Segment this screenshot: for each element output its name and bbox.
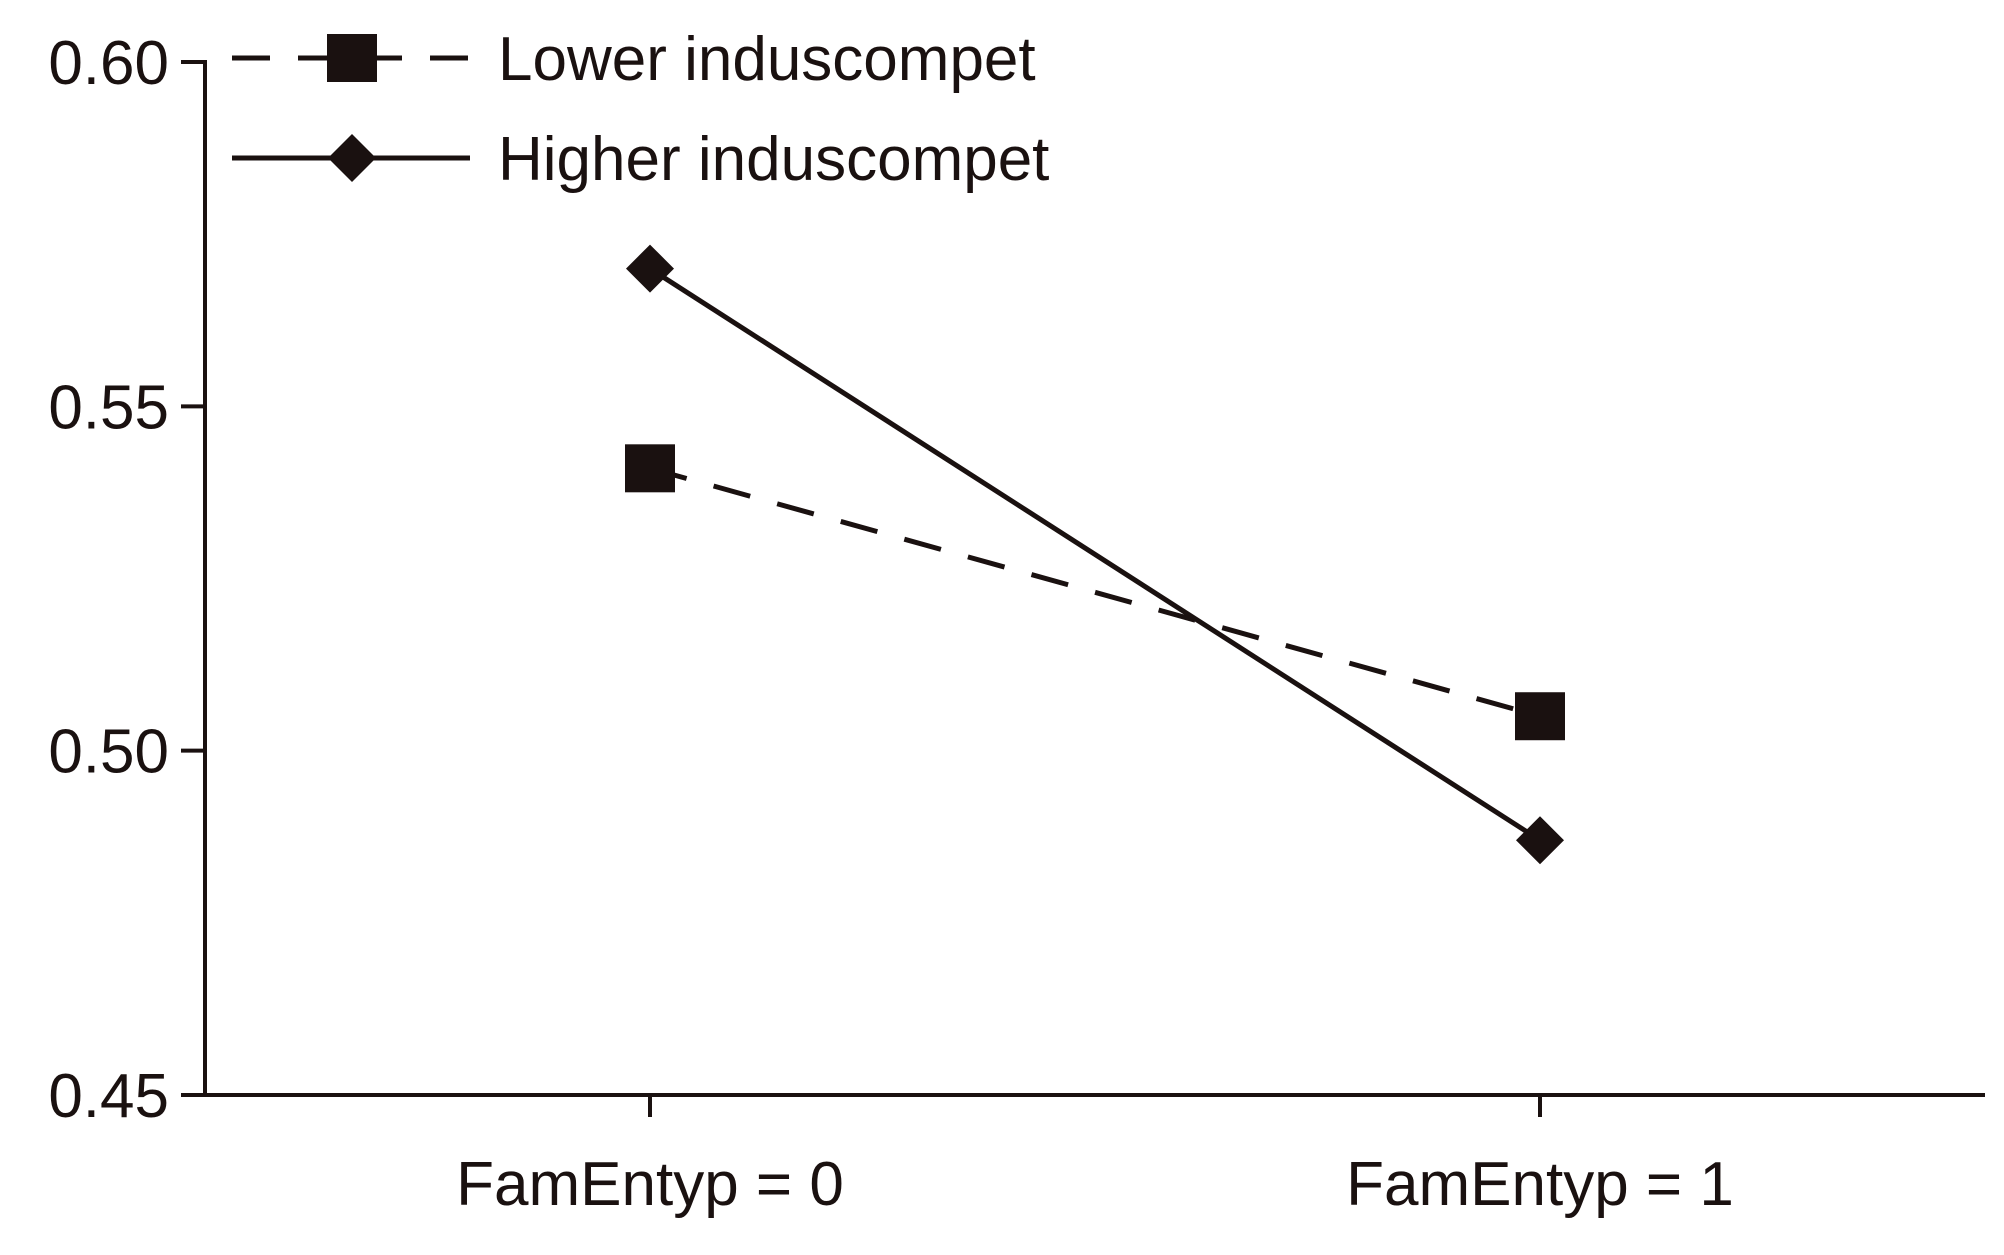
legend-label: Higher induscompet	[498, 125, 1049, 194]
legend-label: Lower induscompet	[498, 25, 1036, 94]
y-tick-label: 0.50	[48, 718, 169, 787]
legend-item: Higher induscompet	[232, 125, 1049, 194]
x-tick-label: FamEntyp = 0	[456, 1150, 844, 1219]
y-tick-label: 0.55	[48, 373, 169, 442]
x-tick-label: FamEntyp = 1	[1346, 1150, 1734, 1219]
legend: Lower induscompet Higher induscompet	[232, 25, 1049, 194]
series-line	[649, 465, 1541, 719]
series-layer	[625, 244, 1565, 865]
legend-marker-diamond	[328, 134, 376, 182]
y-tick-label: 0.60	[48, 29, 169, 98]
data-point-square	[1515, 692, 1565, 741]
legend-item: Lower induscompet	[232, 25, 1036, 94]
data-point-diamond	[626, 244, 674, 293]
series-line	[648, 266, 1542, 843]
axes	[203, 60, 1985, 1097]
series-higher	[626, 244, 1564, 865]
y-ticks: 0.45 0.50 0.55 0.60	[48, 29, 205, 1131]
data-point-diamond	[1516, 816, 1564, 865]
data-point-square	[625, 444, 675, 493]
legend-marker-square	[327, 34, 377, 82]
y-tick-label: 0.45	[48, 1062, 169, 1131]
series-lower	[625, 444, 1565, 741]
x-ticks: FamEntyp = 0 FamEntyp = 1	[456, 1095, 1734, 1219]
